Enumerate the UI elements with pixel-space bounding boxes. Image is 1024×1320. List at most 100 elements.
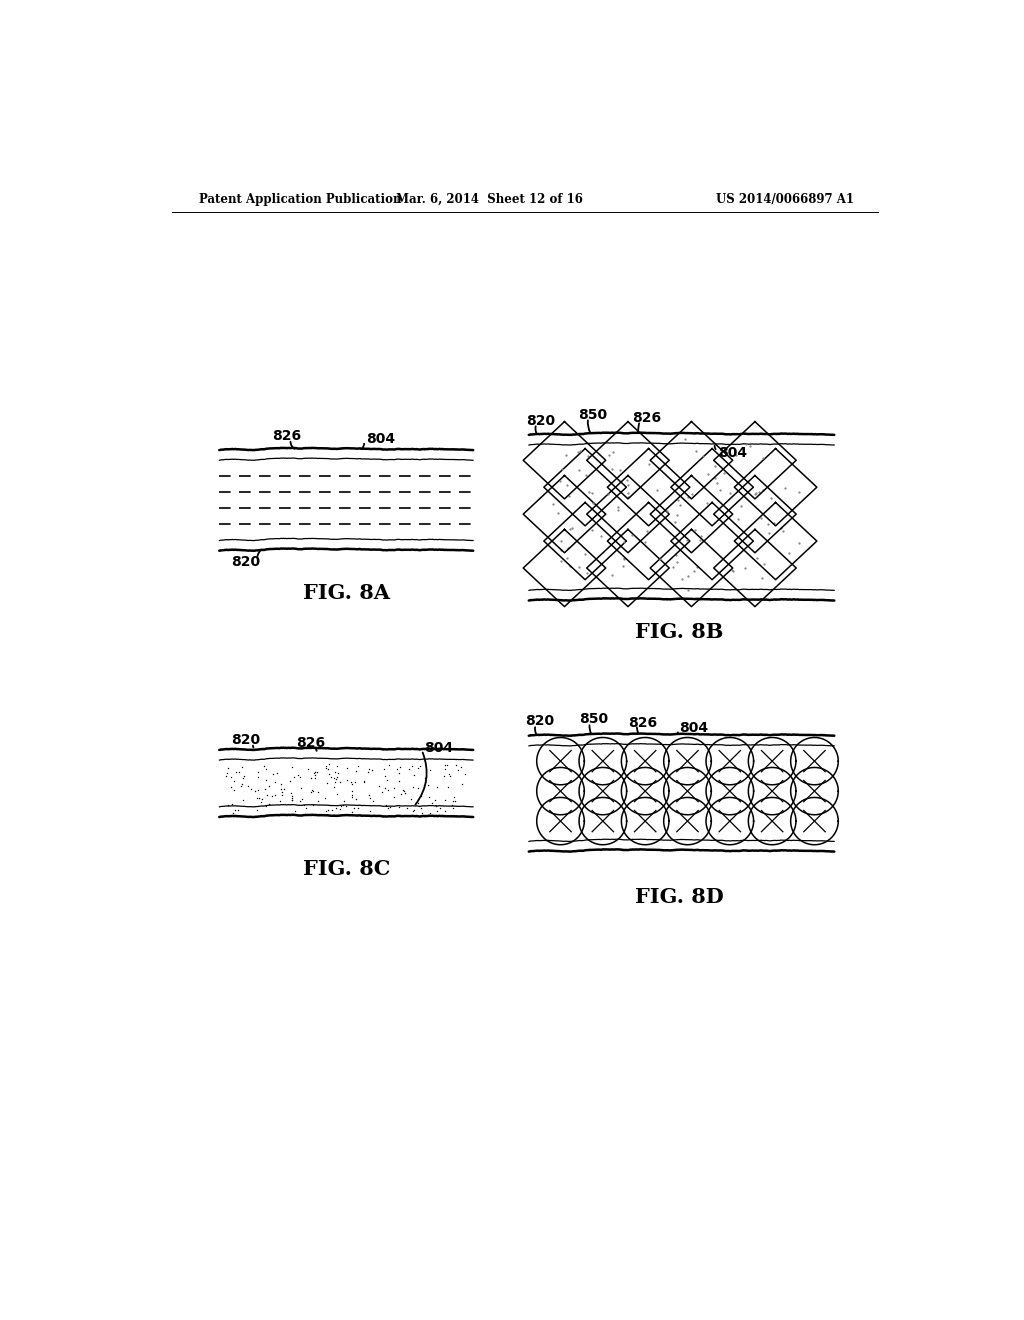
Point: [344, 774, 360, 795]
Point: [274, 785, 291, 807]
Point: [453, 756, 469, 777]
Point: [273, 774, 290, 795]
Point: [251, 788, 267, 809]
Point: [418, 767, 434, 788]
Point: [321, 764, 337, 785]
Point: [326, 776, 342, 797]
Text: 804: 804: [424, 741, 454, 755]
Point: [223, 776, 240, 797]
Point: [317, 801, 334, 822]
Point: [228, 762, 245, 783]
Point: [234, 789, 251, 810]
Point: [421, 787, 437, 808]
Point: [219, 762, 236, 783]
Point: [402, 788, 419, 809]
Point: [344, 787, 360, 808]
Text: 804: 804: [719, 446, 748, 461]
Point: [412, 756, 428, 777]
Point: [273, 781, 290, 803]
Point: [328, 768, 344, 789]
Point: [328, 797, 344, 818]
Point: [296, 795, 312, 816]
Point: [329, 755, 345, 776]
Text: 820: 820: [231, 733, 260, 747]
Point: [346, 797, 362, 818]
Point: [223, 767, 240, 788]
Point: [273, 779, 290, 800]
Point: [264, 785, 281, 807]
Point: [343, 771, 359, 792]
Point: [410, 792, 426, 813]
Point: [429, 800, 445, 821]
Point: [414, 803, 430, 824]
Point: [284, 756, 300, 777]
Text: Patent Application Publication: Patent Application Publication: [200, 193, 402, 206]
Point: [440, 776, 457, 797]
Point: [365, 791, 381, 812]
Point: [257, 779, 273, 800]
Point: [418, 767, 434, 788]
Point: [413, 785, 429, 807]
Point: [388, 759, 404, 780]
Point: [269, 763, 286, 784]
Text: 820: 820: [524, 714, 554, 729]
Point: [253, 792, 269, 813]
Point: [392, 756, 409, 777]
Point: [336, 791, 352, 812]
Point: [362, 800, 379, 821]
Point: [396, 780, 413, 801]
Point: [318, 772, 335, 793]
Point: [324, 766, 340, 787]
Point: [244, 777, 260, 799]
Point: [283, 783, 299, 804]
Point: [377, 777, 393, 799]
Point: [267, 772, 284, 793]
Point: [218, 766, 234, 787]
Point: [406, 800, 422, 821]
Point: [401, 759, 418, 780]
Point: [362, 788, 379, 809]
Point: [347, 788, 364, 809]
Point: [374, 781, 390, 803]
Text: 850: 850: [579, 713, 608, 726]
Point: [378, 795, 394, 816]
Point: [403, 755, 420, 776]
Text: 826: 826: [632, 411, 662, 425]
Point: [324, 800, 340, 821]
Point: [339, 758, 355, 779]
Text: FIG. 8B: FIG. 8B: [635, 622, 724, 642]
Point: [223, 793, 240, 814]
Point: [356, 770, 373, 791]
Point: [446, 791, 463, 812]
Point: [359, 762, 376, 783]
Text: 820: 820: [526, 413, 555, 428]
Point: [230, 762, 247, 783]
Point: [319, 759, 336, 780]
Point: [230, 800, 247, 821]
Point: [300, 759, 316, 780]
Text: FIG. 8D: FIG. 8D: [635, 887, 724, 907]
Point: [283, 771, 299, 792]
Point: [422, 759, 438, 780]
Point: [385, 785, 401, 807]
Text: 826: 826: [296, 735, 326, 750]
Point: [307, 762, 324, 783]
Point: [250, 762, 266, 783]
Point: [219, 758, 236, 779]
Point: [261, 793, 278, 814]
Point: [421, 803, 437, 824]
Point: [240, 775, 256, 796]
Point: [275, 779, 292, 800]
Point: [321, 754, 337, 775]
Point: [444, 791, 461, 812]
Point: [250, 767, 266, 788]
Point: [442, 766, 459, 787]
Text: Mar. 6, 2014  Sheet 12 of 16: Mar. 6, 2014 Sheet 12 of 16: [395, 193, 583, 206]
Point: [407, 764, 423, 785]
Point: [306, 762, 323, 783]
Point: [437, 789, 454, 810]
Point: [429, 777, 445, 799]
Point: [247, 780, 263, 801]
Point: [249, 800, 265, 821]
Point: [395, 779, 412, 800]
